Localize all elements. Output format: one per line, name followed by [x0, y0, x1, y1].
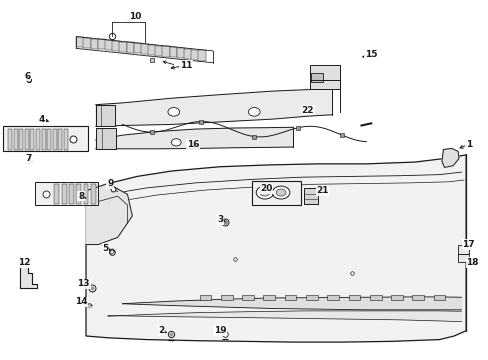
Bar: [457, 245, 468, 262]
Bar: [59, 129, 62, 149]
Bar: [96, 128, 116, 149]
Text: 18: 18: [466, 258, 478, 267]
Bar: [36, 129, 40, 149]
Text: 16: 16: [187, 140, 199, 149]
Bar: [305, 295, 317, 301]
Bar: [310, 65, 339, 89]
Bar: [30, 129, 34, 149]
Bar: [155, 46, 163, 56]
Text: 12: 12: [18, 258, 30, 267]
Bar: [112, 41, 120, 51]
Polygon shape: [122, 297, 461, 310]
Text: 14: 14: [75, 297, 87, 306]
Bar: [64, 129, 68, 149]
Circle shape: [256, 186, 273, 199]
Bar: [251, 181, 300, 205]
Bar: [76, 37, 84, 47]
Bar: [61, 184, 66, 204]
Polygon shape: [108, 311, 461, 321]
Text: 2: 2: [158, 326, 164, 335]
Circle shape: [260, 189, 269, 196]
Text: 11: 11: [180, 61, 192, 70]
Text: 21: 21: [316, 186, 328, 195]
Bar: [96, 105, 115, 126]
Bar: [69, 184, 74, 204]
Polygon shape: [86, 155, 466, 342]
Bar: [141, 44, 148, 54]
Bar: [304, 188, 317, 204]
Bar: [183, 49, 191, 59]
Bar: [19, 129, 23, 149]
Bar: [390, 295, 402, 301]
Text: 3: 3: [217, 215, 223, 224]
Text: 1: 1: [465, 140, 471, 149]
Bar: [263, 295, 275, 301]
Bar: [199, 295, 211, 301]
Bar: [148, 45, 156, 55]
Circle shape: [272, 186, 289, 199]
Text: 20: 20: [260, 184, 272, 193]
Bar: [369, 295, 381, 301]
Text: 13: 13: [77, 279, 90, 288]
Circle shape: [190, 140, 198, 146]
Text: 8: 8: [78, 192, 84, 201]
Bar: [191, 50, 199, 60]
Bar: [25, 129, 29, 149]
Bar: [53, 129, 57, 149]
Bar: [90, 39, 98, 49]
Text: 7: 7: [26, 154, 32, 163]
Bar: [54, 184, 59, 204]
Bar: [3, 126, 88, 151]
Bar: [98, 39, 105, 49]
Text: 15: 15: [364, 50, 377, 59]
Polygon shape: [86, 184, 132, 244]
Bar: [348, 295, 360, 301]
Text: 22: 22: [301, 105, 313, 114]
Polygon shape: [96, 127, 293, 149]
Bar: [47, 129, 51, 149]
Text: 6: 6: [24, 72, 31, 81]
Polygon shape: [20, 259, 37, 288]
Bar: [83, 38, 91, 48]
Bar: [83, 184, 88, 204]
Bar: [105, 40, 113, 50]
Bar: [76, 184, 81, 204]
Bar: [326, 295, 338, 301]
Polygon shape: [441, 148, 458, 167]
Bar: [284, 295, 296, 301]
Bar: [221, 295, 232, 301]
Circle shape: [167, 108, 179, 116]
Text: 10: 10: [128, 12, 141, 21]
Polygon shape: [96, 89, 331, 126]
Text: 4: 4: [39, 114, 45, 123]
Bar: [133, 43, 141, 53]
Bar: [35, 182, 98, 205]
Bar: [310, 73, 323, 82]
Circle shape: [248, 108, 260, 116]
Bar: [91, 184, 96, 204]
Bar: [8, 129, 12, 149]
Bar: [119, 42, 127, 52]
Bar: [198, 50, 206, 60]
Bar: [126, 42, 134, 53]
Text: 9: 9: [107, 179, 113, 188]
Text: 19: 19: [213, 326, 226, 335]
Bar: [169, 47, 177, 57]
Bar: [177, 48, 184, 58]
Circle shape: [276, 189, 285, 196]
Bar: [433, 295, 445, 301]
Bar: [162, 46, 170, 57]
Bar: [242, 295, 253, 301]
Bar: [411, 295, 423, 301]
Bar: [41, 129, 45, 149]
Bar: [14, 129, 18, 149]
Text: 5: 5: [102, 244, 108, 253]
Circle shape: [171, 139, 181, 146]
Text: 17: 17: [462, 240, 474, 249]
